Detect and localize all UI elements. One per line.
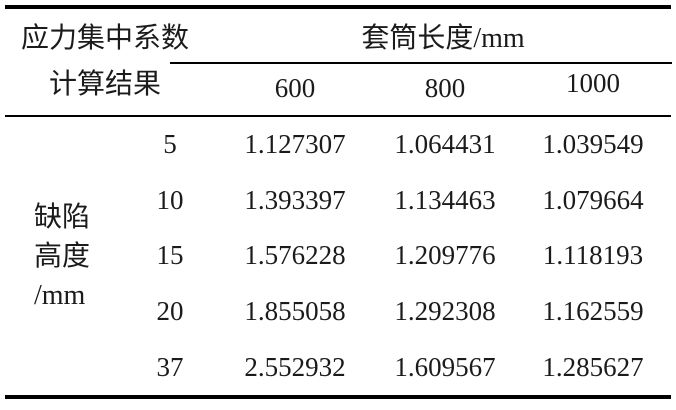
table-cell: 1.079664	[542, 184, 644, 215]
table-cell: 1.576228	[244, 240, 346, 271]
table-cell: 1.609567	[394, 351, 496, 382]
table-cell: 1.064431	[394, 129, 496, 160]
table-cell: 1.134463	[394, 184, 496, 215]
row-group-label-line-3: /mm	[34, 279, 86, 311]
table-rule-header-bottom	[5, 115, 671, 117]
column-header-800: 800	[424, 73, 466, 103]
row-header-line-1: 应力集中系数	[20, 23, 189, 54]
table-cell: 1.292308	[394, 296, 496, 327]
table-rule-top	[5, 5, 671, 9]
table-cell: 1.127307	[244, 129, 346, 160]
table-row-header: 应力集中系数 计算结果	[0, 9, 210, 115]
table-cell: 1.209776	[394, 240, 496, 271]
table-cell: 2.552932	[244, 351, 346, 382]
row-header-line-2: 计算结果	[48, 69, 161, 100]
column-group-header: 套筒长度/mm	[361, 22, 525, 54]
row-group-label-line-1: 缺陷	[34, 201, 91, 233]
table-cell: 1.855058	[244, 296, 346, 327]
row-header-height-5: 5	[163, 129, 177, 160]
row-header-height-10: 10	[156, 184, 184, 215]
row-group-label-line-2: 高度	[34, 240, 91, 272]
column-header-1000: 1000	[566, 68, 620, 98]
column-header-600: 600	[274, 73, 316, 103]
table-cell: 1.039549	[542, 129, 644, 160]
table-cell: 1.118193	[542, 240, 644, 271]
table-rule-bottom	[5, 395, 671, 399]
table-cell: 1.393397	[244, 184, 346, 215]
table-cell: 1.285627	[542, 351, 644, 382]
row-header-height-20: 20	[156, 296, 184, 327]
row-header-height-15: 15	[156, 240, 184, 271]
table-body: 5 1.127307 1.064431 1.039549 10 1.393397…	[130, 117, 676, 395]
table-rule-column-group	[170, 62, 672, 64]
table-cell: 1.162559	[542, 296, 644, 327]
row-group-label: 缺陷 高度 /mm	[0, 117, 130, 395]
row-header-height-37: 37	[156, 351, 184, 382]
